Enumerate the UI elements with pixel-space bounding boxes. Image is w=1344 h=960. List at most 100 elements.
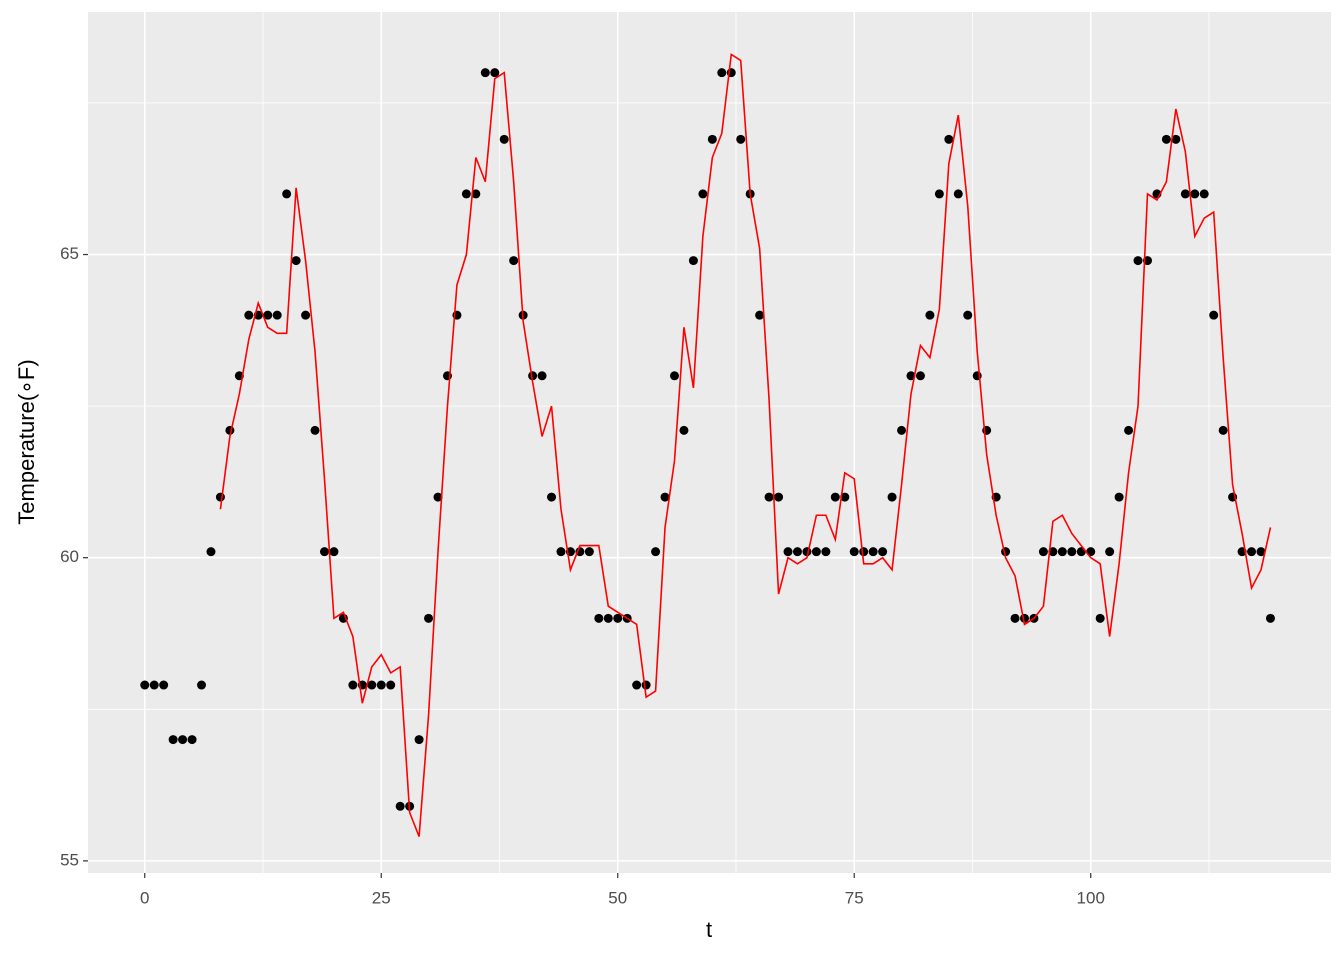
point — [168, 735, 178, 745]
point — [1180, 189, 1190, 199]
point — [1124, 425, 1134, 435]
point — [1171, 134, 1181, 144]
point — [291, 256, 301, 266]
point — [632, 680, 642, 690]
point — [953, 189, 963, 199]
point — [584, 547, 594, 557]
point — [774, 492, 784, 502]
point — [1190, 189, 1200, 199]
point — [1067, 547, 1077, 557]
point — [915, 371, 925, 381]
y-axis-title: Temperature(∘F) — [14, 359, 39, 524]
point — [471, 189, 481, 199]
point — [367, 680, 377, 690]
point — [178, 735, 188, 745]
point — [1010, 613, 1020, 623]
y-tick-label: 55 — [60, 850, 79, 869]
point — [319, 547, 329, 557]
point — [1161, 134, 1171, 144]
point — [159, 680, 169, 690]
point — [717, 68, 727, 78]
point — [395, 801, 405, 811]
point — [707, 134, 717, 144]
point — [669, 371, 679, 381]
point — [215, 492, 225, 502]
point — [897, 425, 907, 435]
x-tick-label: 0 — [140, 888, 149, 907]
point — [859, 547, 869, 557]
point — [736, 134, 746, 144]
point — [197, 680, 207, 690]
point — [1105, 547, 1115, 557]
point — [1095, 613, 1105, 623]
point — [613, 613, 623, 623]
point — [1038, 547, 1048, 557]
point — [1265, 613, 1275, 623]
point — [849, 547, 859, 557]
point — [1218, 425, 1228, 435]
point — [244, 310, 254, 320]
point — [1209, 310, 1219, 320]
point — [1133, 256, 1143, 266]
point — [764, 492, 774, 502]
point — [414, 735, 424, 745]
point — [537, 371, 547, 381]
panel — [88, 12, 1331, 873]
point — [547, 492, 557, 502]
point — [480, 68, 490, 78]
x-tick-label: 75 — [845, 888, 864, 907]
point — [830, 492, 840, 502]
point — [641, 680, 651, 690]
point — [887, 492, 897, 502]
point — [944, 134, 954, 144]
point — [688, 256, 698, 266]
point — [556, 547, 566, 557]
point — [906, 371, 916, 381]
point — [925, 310, 935, 320]
point — [376, 680, 386, 690]
point — [868, 547, 878, 557]
point — [433, 492, 443, 502]
point — [424, 613, 434, 623]
point — [840, 492, 850, 502]
point — [651, 547, 661, 557]
x-tick-label: 25 — [372, 888, 391, 907]
point — [329, 547, 339, 557]
point — [934, 189, 944, 199]
point — [1114, 492, 1124, 502]
point — [461, 189, 471, 199]
point — [263, 310, 273, 320]
point — [679, 425, 689, 435]
point — [499, 134, 509, 144]
point — [792, 547, 802, 557]
point — [1199, 189, 1209, 199]
x-tick-label: 100 — [1077, 888, 1105, 907]
x-axis-title: t — [706, 917, 712, 942]
point — [490, 68, 500, 78]
point — [603, 613, 613, 623]
point — [301, 310, 311, 320]
point — [1256, 547, 1266, 557]
point — [755, 310, 765, 320]
point — [206, 547, 216, 557]
y-tick-label: 65 — [60, 244, 79, 263]
point — [1247, 547, 1257, 557]
x-tick-label: 50 — [608, 888, 627, 907]
point — [187, 735, 197, 745]
point — [149, 680, 159, 690]
point — [1057, 547, 1067, 557]
point — [348, 680, 358, 690]
point — [660, 492, 670, 502]
point — [811, 547, 821, 557]
point — [698, 189, 708, 199]
fit-line — [219, 53, 1272, 837]
y-tick-label: 60 — [60, 547, 79, 566]
point — [282, 189, 292, 199]
point — [821, 547, 831, 557]
point — [386, 680, 396, 690]
point — [1048, 547, 1058, 557]
point — [310, 425, 320, 435]
point — [140, 680, 150, 690]
point — [783, 547, 793, 557]
